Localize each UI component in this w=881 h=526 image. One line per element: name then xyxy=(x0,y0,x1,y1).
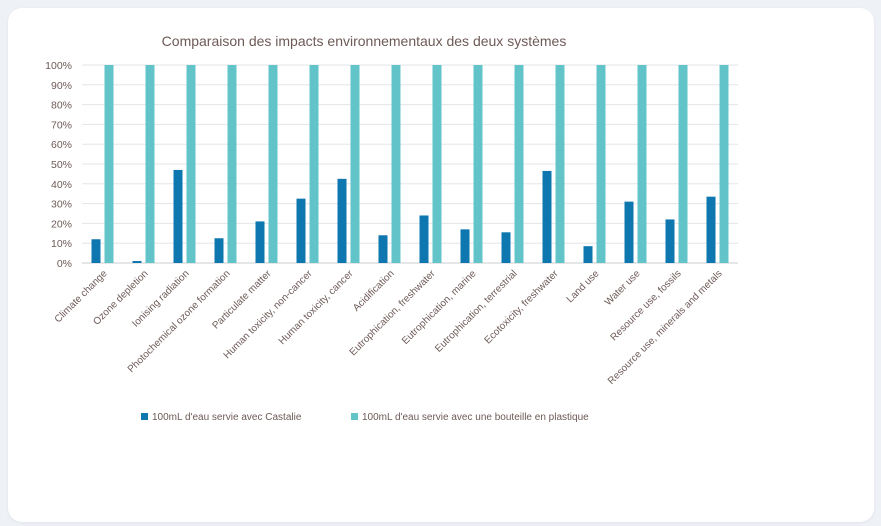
y-tick-label: 80% xyxy=(51,100,72,112)
bar-castalie xyxy=(706,196,716,263)
x-category-label: Water use xyxy=(603,268,643,308)
legend-label-plastique: 100mL d'eau servie avec une bouteille en… xyxy=(362,412,589,423)
y-tick-label: 30% xyxy=(51,199,72,211)
y-tick-label: 50% xyxy=(51,159,72,171)
bar-castalie xyxy=(91,239,101,263)
bar-plastique xyxy=(473,65,483,263)
bar-plastique xyxy=(350,65,360,263)
y-tick-label: 90% xyxy=(51,80,72,92)
bar-castalie xyxy=(501,232,511,263)
y-tick-label: 20% xyxy=(51,218,72,230)
bar-plastique xyxy=(432,65,442,263)
y-axis-ticks: 0% 10% 20% 30% 40% 50% 60% 70% 80% 90% 100% xyxy=(45,60,72,270)
bar-plastique xyxy=(678,65,688,263)
bar-plastique xyxy=(637,65,647,263)
bar-plastique xyxy=(309,65,319,263)
bar-castalie xyxy=(419,215,429,263)
x-category-label: Eutrophication, freshwater xyxy=(348,268,438,358)
bar-plastique xyxy=(514,65,524,263)
bar-castalie xyxy=(173,169,183,263)
legend-label-castalie: 100mL d'eau servie avec Castalie xyxy=(152,412,302,423)
y-tick-label: 40% xyxy=(51,179,72,191)
x-category-label: Eutrophication, terrestrial xyxy=(433,268,519,354)
bar-plastique xyxy=(391,65,401,263)
bar-castalie xyxy=(624,201,634,263)
bar-chart: Comparaison des impacts environnementaux… xyxy=(45,33,738,423)
y-tick-label: 10% xyxy=(51,238,72,250)
bar-castalie xyxy=(255,221,265,263)
x-category-label: Land use xyxy=(565,268,602,305)
x-category-label: Resource use, fossils xyxy=(609,268,684,343)
bar-castalie xyxy=(337,178,347,263)
legend-swatch-castalie xyxy=(141,413,148,420)
legend: 100mL d'eau servie avec Castalie 100mL d… xyxy=(141,412,589,423)
chart-title: Comparaison des impacts environnementaux… xyxy=(162,33,567,49)
chart-card: Comparaison des impacts environnementaux… xyxy=(8,8,874,522)
y-tick-label: 0% xyxy=(57,258,72,270)
bar-castalie xyxy=(542,170,552,263)
bar-plastique xyxy=(719,65,729,263)
bar-castalie xyxy=(460,229,470,263)
bar-plastique xyxy=(145,65,155,263)
x-category-label: Ecotoxicity, freshwater xyxy=(483,268,561,346)
bar-castalie xyxy=(583,246,593,263)
x-category-label: Eutrophication, marine xyxy=(400,268,479,347)
bar-plastique xyxy=(227,65,237,263)
bars xyxy=(91,65,729,263)
bar-plastique xyxy=(596,65,606,263)
bar-castalie xyxy=(132,261,142,263)
bar-castalie xyxy=(214,238,224,263)
x-category-label: Human toxicity, cancer xyxy=(277,268,356,347)
bar-plastique xyxy=(268,65,278,263)
bar-plastique xyxy=(104,65,114,263)
bar-plastique xyxy=(186,65,196,263)
legend-swatch-plastique xyxy=(351,413,358,420)
bar-plastique xyxy=(555,65,565,263)
y-tick-label: 60% xyxy=(51,139,72,151)
bar-castalie xyxy=(296,198,306,263)
bar-castalie xyxy=(665,219,675,263)
y-tick-label: 70% xyxy=(51,119,72,131)
bar-castalie xyxy=(378,235,388,263)
y-tick-label: 100% xyxy=(45,60,72,72)
